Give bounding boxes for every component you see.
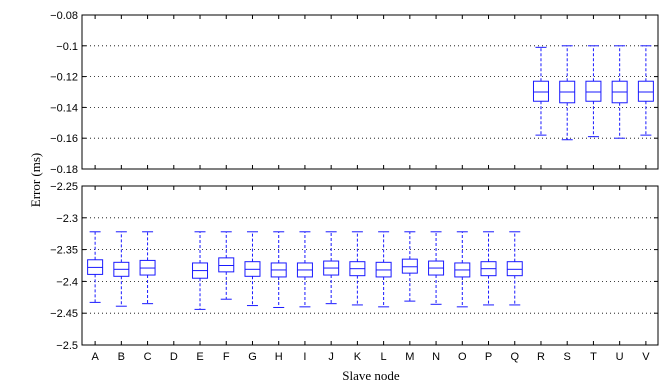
y-tick-label: −2.35 — [50, 245, 78, 257]
box-G — [244, 231, 261, 307]
box-R — [532, 46, 549, 136]
x-tick-label: H — [275, 351, 283, 363]
y-tick-label: −0.08 — [50, 10, 78, 22]
y-tick-label: −2.5 — [56, 340, 78, 352]
y-tick-label: −0.1 — [56, 41, 78, 53]
x-tick-label: I — [303, 351, 306, 363]
box-rect — [585, 80, 602, 102]
y-tick-label: −0.14 — [50, 102, 78, 114]
x-tick-label: V — [642, 351, 650, 363]
bottom-panel: −2.5 −2.45 −2.4 −2.35 −2.3 −2.25 — [50, 181, 659, 352]
box-U — [611, 45, 628, 139]
box-C — [139, 231, 156, 305]
top-panel: −0.18 −0.16 −0.14 −0.12 −0.1 −0.08 — [50, 10, 659, 176]
box-P — [480, 231, 497, 306]
x-axis-label: Slave node — [342, 368, 400, 383]
box-S — [559, 45, 576, 141]
box-rect — [218, 257, 235, 273]
y-tick-label: −2.45 — [50, 308, 78, 320]
x-tick-label: E — [196, 351, 203, 363]
x-tick-labels: A B C D E F G H I J K L M N O P Q R S T U V — [91, 351, 650, 363]
x-tick-label: N — [432, 351, 440, 363]
x-tick-label: D — [170, 351, 178, 363]
box-I — [296, 231, 313, 308]
box-rect — [532, 80, 549, 102]
x-tick-label: A — [91, 351, 99, 363]
box-E — [192, 231, 209, 310]
x-tick-label: S — [564, 351, 571, 363]
x-tick-label: B — [118, 351, 125, 363]
box-rect — [637, 80, 654, 102]
box-rect — [506, 261, 523, 277]
x-tick-label: J — [328, 351, 334, 363]
box-O — [454, 231, 471, 308]
box-N — [428, 231, 445, 305]
x-tick-label: G — [248, 351, 257, 363]
x-tick-label: M — [405, 351, 414, 363]
y-tick-label: −2.25 — [50, 181, 78, 193]
x-tick-label: O — [458, 351, 467, 363]
x-tick-label: T — [590, 351, 597, 363]
panel-frame — [81, 185, 659, 346]
y-tick-label: −0.18 — [50, 164, 78, 176]
box-H — [270, 231, 287, 308]
y-tick-label: −0.16 — [50, 133, 78, 145]
x-tick-label: F — [223, 351, 230, 363]
x-tick-label: K — [354, 351, 362, 363]
y-tick-label: −2.3 — [56, 213, 78, 225]
box-F — [218, 231, 235, 300]
box-T — [585, 45, 602, 138]
box-K — [349, 231, 366, 306]
y-tick-label: −2.4 — [56, 276, 78, 288]
panel-frame — [81, 14, 659, 170]
box-M — [401, 231, 418, 302]
x-tick-label: U — [616, 351, 624, 363]
box-B — [113, 231, 130, 307]
box-L — [375, 231, 392, 308]
x-tick-label: Q — [510, 351, 519, 363]
box-rect — [401, 258, 418, 274]
x-tick-label: P — [485, 351, 492, 363]
box-Q — [506, 231, 523, 306]
y-axis-label: Error (ms) — [28, 153, 43, 208]
x-tick-label: R — [537, 351, 545, 363]
x-tick-label: C — [144, 351, 152, 363]
box-A — [87, 231, 104, 303]
x-tick-label: L — [381, 351, 387, 363]
box-V — [637, 45, 654, 136]
box-J — [323, 231, 340, 305]
y-tick-label: −0.12 — [50, 72, 78, 84]
